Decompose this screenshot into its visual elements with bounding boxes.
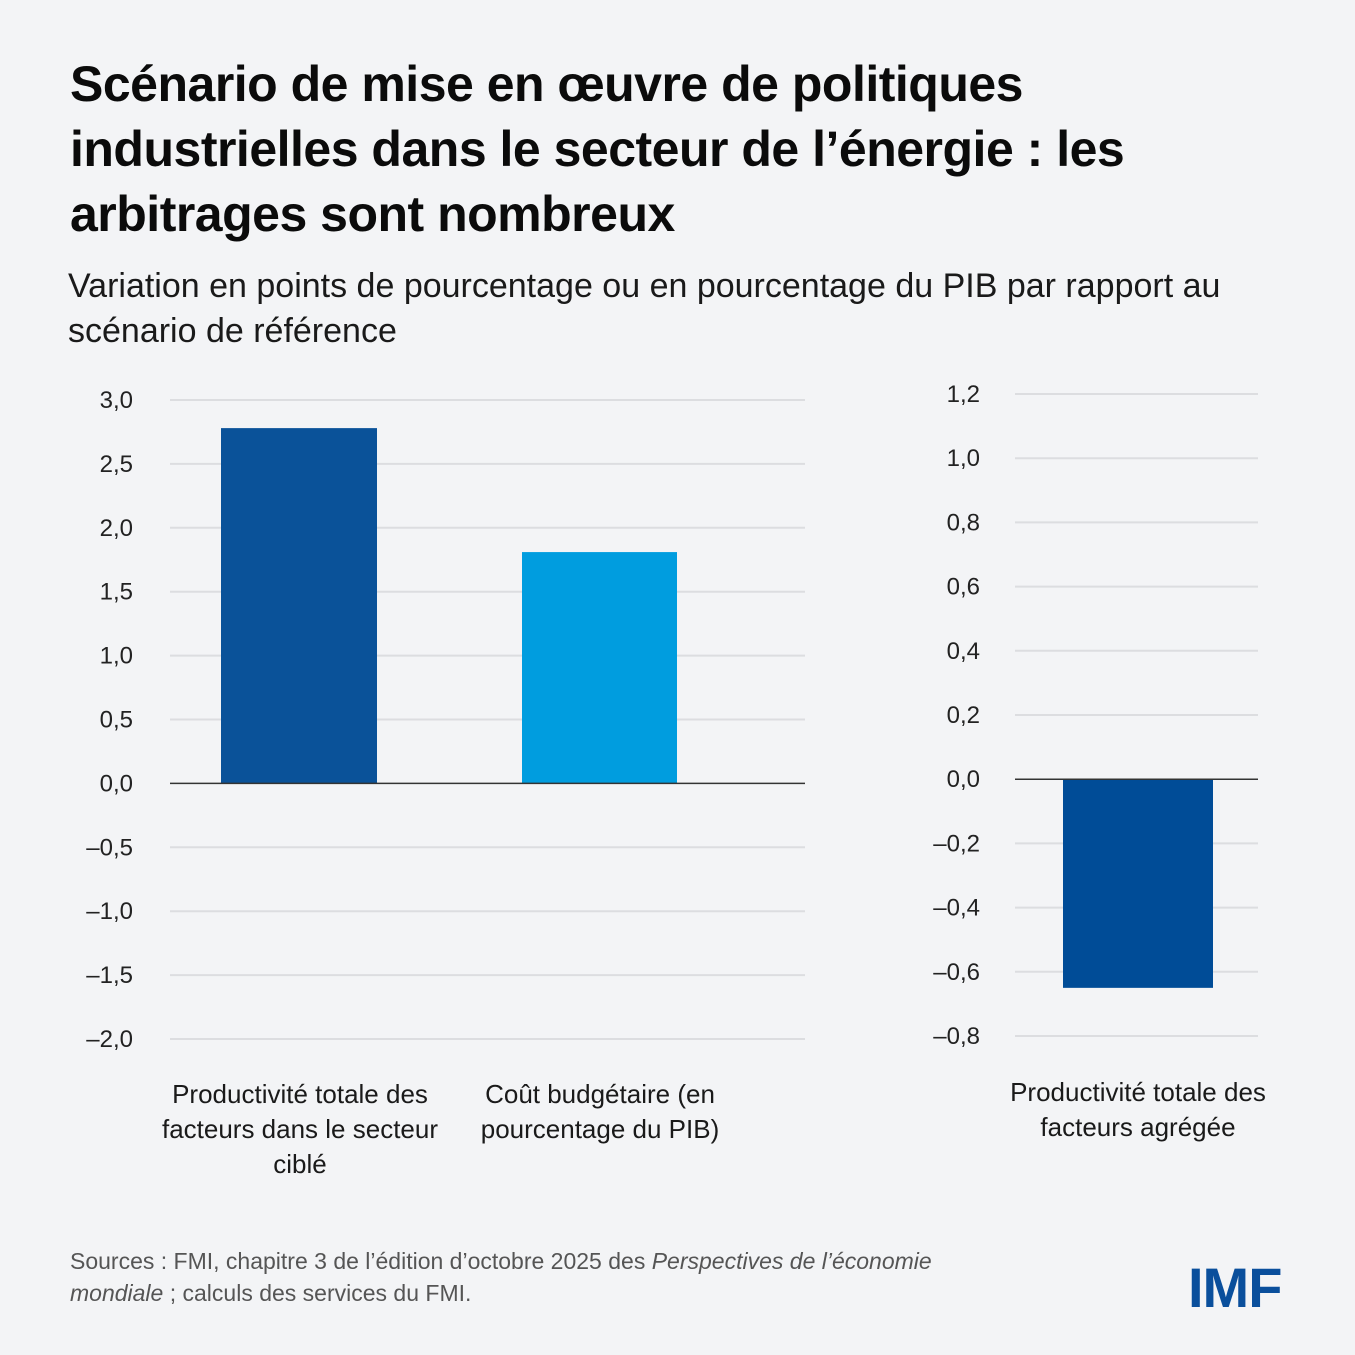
source-suffix: ; calculs des services du FMI. <box>163 1280 472 1306</box>
y-tick-label: –1,0 <box>86 898 133 925</box>
y-tick-label: –1,5 <box>86 962 133 989</box>
chart-title: Scénario de mise en œuvre de politiques … <box>70 56 1125 242</box>
y-tick-label: 0,4 <box>947 638 980 665</box>
source-italic: Perspectives de l’économie mondiale <box>70 1248 932 1306</box>
y-tick-label: 0,0 <box>100 770 133 797</box>
y-tick-label: –0,8 <box>933 1023 980 1050</box>
y-tick-label: 1,0 <box>947 445 980 472</box>
source-prefix: Sources : FMI, chapitre 3 de l’édition d… <box>70 1248 652 1274</box>
bar <box>1063 779 1213 988</box>
y-tick-label: 2,0 <box>100 515 133 542</box>
y-tick-label: 1,2 <box>947 381 980 408</box>
y-tick-label: –0,4 <box>933 895 980 922</box>
y-tick-label: 1,5 <box>100 579 133 606</box>
y-tick-label: 3,0 <box>100 387 133 414</box>
bar <box>522 552 677 784</box>
y-tick-label: 1,0 <box>100 643 133 670</box>
y-tick-label: 2,5 <box>100 451 133 478</box>
y-tick-label: 0,5 <box>100 707 133 734</box>
category-label-tfp-sector: Productivité totale des facteurs dans le… <box>161 1079 439 1179</box>
imf-logo: IMF <box>1188 1256 1282 1319</box>
category-label-budget-cost: Coût budgétaire (en pourcentage du PIB) <box>480 1079 720 1144</box>
y-tick-label: –2,0 <box>86 1026 133 1053</box>
y-tick-label: –0,5 <box>86 834 133 861</box>
y-tick-label: 0,6 <box>947 574 980 601</box>
chart-subtitle: Variation en points de pourcentage ou en… <box>68 267 1221 350</box>
y-tick-label: 0,2 <box>947 702 980 729</box>
y-tick-label: 0,8 <box>947 509 980 536</box>
bar <box>221 428 377 784</box>
y-tick-label: –0,2 <box>933 830 980 857</box>
y-tick-label: 0,0 <box>947 766 980 793</box>
y-tick-label: –0,6 <box>933 959 980 986</box>
source-note: Sources : FMI, chapitre 3 de l’édition d… <box>70 1245 1030 1309</box>
category-label-tfp-aggregate: Productivité totale des facteurs agrégée <box>1010 1077 1266 1142</box>
